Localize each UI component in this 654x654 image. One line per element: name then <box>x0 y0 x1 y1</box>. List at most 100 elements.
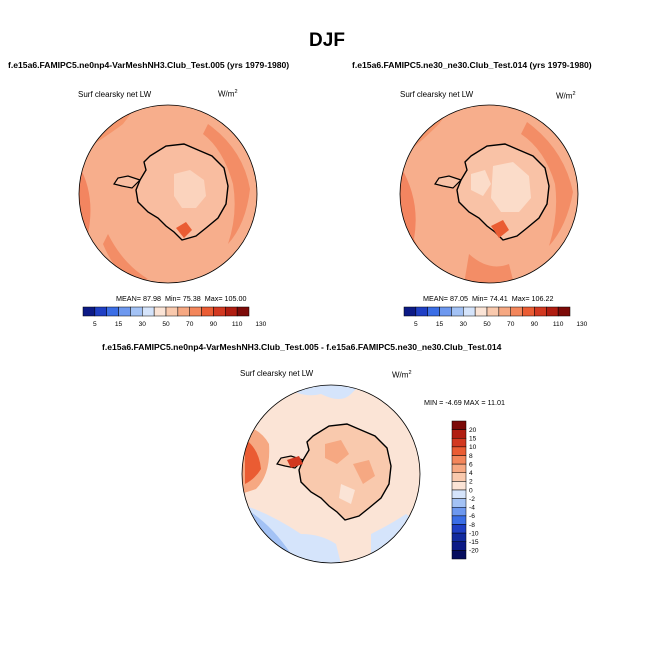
colorbar-swatch <box>94 306 107 317</box>
colorbar-swatch <box>165 306 179 317</box>
colorbar-tick-label: 70 <box>186 321 194 328</box>
colorbar-swatch <box>451 455 467 465</box>
colorbar-swatch <box>498 306 511 317</box>
colorbar-swatch <box>451 438 467 448</box>
colorbar-swatch <box>118 306 131 317</box>
colorbar-swatch <box>201 306 214 317</box>
colorbar-tick-label: 50 <box>162 321 170 328</box>
colorbar-tick-label: 15 <box>436 321 444 328</box>
colorbar-swatch <box>463 306 476 317</box>
interior-patch <box>325 440 349 464</box>
panel-1-colorbar: 5 15 30 50 70 90 110 130 <box>82 306 267 328</box>
colorbar-swatch <box>130 306 143 317</box>
colorbar-swatch <box>451 472 467 482</box>
colorbar-tick-label: 70 <box>507 321 515 328</box>
colorbar-tick-label: 2 <box>469 479 473 486</box>
panel-1-stats: MEAN= 87.98 Min= 75.38 Max= 105.00 <box>116 294 247 303</box>
colorbar-swatch <box>451 550 467 560</box>
colorbar-tick-label: 50 <box>483 321 491 328</box>
colorbar-swatch <box>451 515 467 525</box>
panel-1-variable: Surf clearsky net LW <box>78 90 152 99</box>
colorbar-tick-label: 15 <box>469 436 477 443</box>
colorbar-tick-label: -20 <box>469 548 479 555</box>
panel-3-variable: Surf clearsky net LW <box>240 369 314 378</box>
antarctica <box>298 423 392 521</box>
colorbar-swatch <box>534 306 547 317</box>
hot-spot <box>491 220 509 238</box>
colorbar-swatch <box>142 306 155 317</box>
interior-cool <box>471 170 491 196</box>
colorbar-swatch <box>510 306 523 317</box>
interior-patch <box>353 460 375 484</box>
warm-band <box>464 254 514 283</box>
colorbar-tick-label: 30 <box>139 321 147 328</box>
panel-2-map <box>399 104 579 284</box>
colorbar-tick-label: -15 <box>469 539 479 546</box>
colorbar-tick-label: 15 <box>115 321 123 328</box>
colorbar-tick-label: 30 <box>460 321 468 328</box>
colorbar-swatch <box>451 498 467 508</box>
colorbar-tick-label: 0 <box>469 487 473 494</box>
colorbar-swatch <box>82 306 96 317</box>
colorbar-swatch <box>451 306 464 317</box>
figure-title: DJF <box>309 30 345 51</box>
colorbar-swatch <box>451 463 467 473</box>
warm-band <box>521 122 573 246</box>
colorbar-tick-label: -4 <box>469 505 475 512</box>
warm-band <box>203 124 250 244</box>
colorbar-tick-label: -2 <box>469 496 475 503</box>
colorbar-swatch <box>177 306 190 317</box>
colorbar-tick-label: 130 <box>255 321 266 328</box>
colorbar-swatch <box>451 524 467 534</box>
peninsula <box>434 175 463 189</box>
colorbar-swatch <box>451 481 467 491</box>
panel-1-units: W/m2 <box>218 89 238 99</box>
interior-cool <box>491 162 531 212</box>
colorbar-tick-label: 6 <box>469 461 473 468</box>
panel-2-title: f.e15a6.FAMIPC5.ne30_ne30.Club_Test.014 … <box>352 60 592 70</box>
panel-2-variable: Surf clearsky net LW <box>400 90 474 99</box>
colorbar-swatch <box>451 541 467 551</box>
colorbar-swatch <box>451 446 467 456</box>
colorbar-tick-label: 130 <box>576 321 587 328</box>
colorbar-swatch <box>451 507 467 517</box>
positive-region <box>245 439 261 484</box>
colorbar-tick-label: 90 <box>210 321 218 328</box>
colorbar-swatch <box>236 306 250 317</box>
colorbar-tick-label: 10 <box>469 444 477 451</box>
colorbar-tick-label: 4 <box>469 470 473 477</box>
panel-3-units: W/m2 <box>392 370 412 380</box>
panel-2-units: W/m2 <box>556 91 576 101</box>
colorbar-swatch <box>486 306 500 317</box>
colorbar-tick-label: 8 <box>469 453 473 460</box>
colorbar-tick-label: 90 <box>531 321 539 328</box>
panel-3-title: f.e15a6.FAMIPC5.ne0np4-VarMeshNH3.Club_T… <box>102 342 502 352</box>
colorbar-swatch <box>213 306 226 317</box>
panel-1-map <box>78 104 258 284</box>
colorbar-swatch <box>451 420 467 430</box>
colorbar-swatch <box>557 306 571 317</box>
colorbar-swatch <box>427 306 440 317</box>
colorbar-swatch <box>451 429 467 439</box>
panel-3-map <box>241 384 421 564</box>
hot-spot <box>176 222 192 238</box>
colorbar-swatch <box>403 306 417 317</box>
coast-hot-spot <box>287 456 303 468</box>
colorbar-tick-label: -10 <box>469 530 479 537</box>
panel-3-stats: MIN = -4.69 MAX = 11.01 <box>424 398 505 407</box>
panel-2-stats: MEAN= 87.05 Min= 74.41 Max= 106.22 <box>423 294 554 303</box>
colorbar-tick-label: 110 <box>553 321 564 328</box>
colorbar-swatch <box>225 306 238 317</box>
panel-2-colorbar: 5 15 30 50 70 90 110 130 <box>403 306 588 328</box>
interior-cool <box>174 170 206 208</box>
colorbar-tick-label: 110 <box>232 321 243 328</box>
colorbar-swatch <box>522 306 535 317</box>
colorbar-swatch <box>153 306 167 317</box>
colorbar-swatch <box>546 306 559 317</box>
colorbar-tick-label: 5 <box>414 321 418 328</box>
interior-patch <box>339 484 355 504</box>
peninsula <box>113 175 142 189</box>
colorbar-swatch <box>106 306 119 317</box>
colorbar-tick-label: 20 <box>469 427 477 434</box>
